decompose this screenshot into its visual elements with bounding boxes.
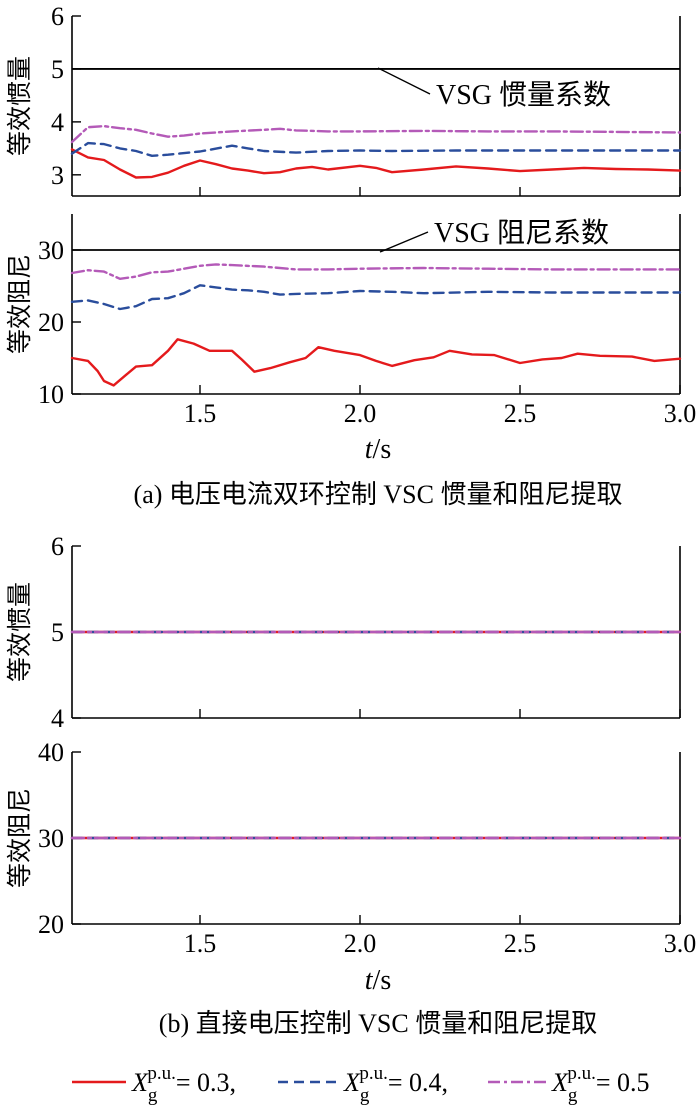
panel-a-top-ytick-label: 5 bbox=[51, 55, 64, 84]
legend-1-symbol: X bbox=[131, 1068, 149, 1097]
caption-b: (b) 直接电压控制 VSC 惯量和阻尼提取 bbox=[159, 1009, 597, 1038]
panel-a-top-reference-leader bbox=[377, 67, 431, 95]
panel-b-top-ytick-label: 5 bbox=[51, 618, 64, 647]
panel-a-bottom-y-label: 等效阻尼 bbox=[5, 254, 34, 354]
panel-b-bottom-xtick-label: 3.0 bbox=[664, 929, 697, 958]
legend-3-sub: g bbox=[568, 1085, 578, 1106]
panel-b-bottom-ytick-label: 20 bbox=[38, 910, 64, 939]
panel-b-bottom-ytick-label: 40 bbox=[38, 738, 64, 767]
panel-a-bottom-reference-label: VSG 阻尼系数 bbox=[434, 217, 609, 249]
x-label-b-t: t bbox=[365, 965, 374, 996]
panel-a-bottom-ytick-label: 20 bbox=[38, 308, 64, 337]
legend: Xgp.u.= 0.3, Xgp.u.= 0.4, Xgp.u.= 0.5 bbox=[72, 1063, 650, 1106]
legend-3-sup: p.u. bbox=[567, 1063, 596, 1084]
panel-a-bottom-xtick-label: 2.5 bbox=[504, 399, 537, 428]
panel-a-bottom-series-2 bbox=[70, 284, 682, 311]
legend-1-sup: p.u. bbox=[147, 1063, 176, 1084]
panel-b-top-y-label: 等效惯量 bbox=[5, 582, 34, 682]
legend-1-value: = 0.3, bbox=[176, 1068, 236, 1097]
panel-a-bottom-xtick-label: 1.5 bbox=[184, 399, 217, 428]
panel-a-bottom-ytick-label: 30 bbox=[38, 236, 64, 265]
panel-a-top-series-3 bbox=[70, 124, 682, 144]
panel-a-bottom-ytick-label: 10 bbox=[38, 380, 64, 409]
panel-a-bottom-series-3 bbox=[70, 263, 682, 280]
legend-2-sup: p.u. bbox=[359, 1063, 388, 1084]
panel-b-top-ytick-label: 6 bbox=[51, 532, 64, 561]
panel-a-top-ytick-label: 6 bbox=[51, 2, 64, 31]
legend-label-1: Xgp.u.= 0.3, bbox=[131, 1063, 236, 1106]
panel-a-bottom-reference-leader bbox=[379, 231, 429, 253]
panels: 3 4 5 6 等效惯量 VSG 惯量系数 10 20 30 1.5 2.0 2.5 3.0 等效阻尼 VS… bbox=[5, 2, 696, 958]
legend-3-value: = 0.5 bbox=[596, 1068, 650, 1097]
panel-a-bottom-xtick-label: 3.0 bbox=[664, 399, 697, 428]
panel-a-top-y-label: 等效惯量 bbox=[5, 56, 34, 156]
legend-2-value: = 0.4, bbox=[388, 1068, 448, 1097]
legend-2-sub: g bbox=[360, 1085, 370, 1106]
panel-a-top-series-2 bbox=[70, 141, 682, 158]
x-label-a: t/s bbox=[365, 434, 391, 465]
panel-b-bottom-xtick-label: 2.0 bbox=[344, 929, 377, 958]
panel-a-bottom-series-1 bbox=[70, 338, 682, 387]
panel-a-top-ytick-label: 4 bbox=[51, 108, 64, 137]
x-label-a-t: t bbox=[365, 434, 374, 465]
legend-2-symbol: X bbox=[343, 1068, 361, 1097]
caption-a: (a) 电压电流双环控制 VSC 惯量和阻尼提取 bbox=[134, 480, 623, 509]
legend-1-sub: g bbox=[148, 1085, 158, 1106]
legend-label-3: Xgp.u.= 0.5 bbox=[551, 1063, 650, 1106]
panel-b-bottom-xtick-label: 1.5 bbox=[184, 929, 217, 958]
x-label-b-unit: /s bbox=[373, 965, 392, 996]
panel-a-top-series-1 bbox=[70, 148, 682, 179]
legend-3-symbol: X bbox=[551, 1068, 569, 1097]
panel-b-top-ytick-label: 4 bbox=[51, 704, 64, 733]
x-label-b: t/s bbox=[365, 965, 391, 996]
x-label-a-unit: /s bbox=[373, 434, 392, 465]
legend-label-2: Xgp.u.= 0.4, bbox=[343, 1063, 448, 1106]
panel-a-top-reference-label: VSG 惯量系数 bbox=[436, 79, 611, 111]
panel-a-top-ytick-label: 3 bbox=[51, 161, 64, 190]
panel-b-bottom-y-label: 等效阻尼 bbox=[5, 788, 34, 888]
panel-b-bottom-ytick-label: 30 bbox=[38, 824, 64, 853]
panel-a-bottom-xtick-label: 2.0 bbox=[344, 399, 377, 428]
panel-b-bottom-xtick-label: 2.5 bbox=[504, 929, 537, 958]
